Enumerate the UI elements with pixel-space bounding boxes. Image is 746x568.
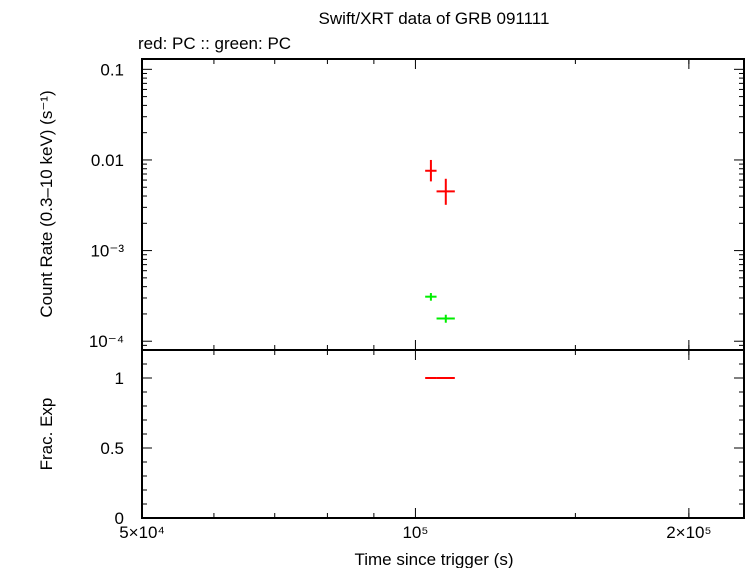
x-tick-label: 5×10⁴ [119,523,165,542]
fractional-exposure-y-axis-label: Frac. Exp [37,398,56,471]
chart-title: Swift/XRT data of GRB 091111 [319,9,550,28]
count-rate-point [436,314,455,323]
x-tick-label: 2×10⁵ [666,523,711,542]
frac-exp-y-tick-label: 1 [115,369,124,388]
count-rate-y-tick-label: 0.1 [100,60,124,79]
count-rate-y-tick-label: 10⁻³ [90,242,124,261]
fractional-exposure-panel-frame [141,349,745,519]
count-rate-y-axis-label: Count Rate (0.3–10 keV) (s⁻¹) [37,90,56,317]
fractional-exposure-y-ticks: 10.50 [100,363,744,528]
count-rate-data [425,159,455,323]
chart-subtitle: red: PC :: green: PC [138,34,291,53]
count-rate-y-tick-label: 0.01 [91,151,124,170]
count-rate-y-ticks: 0.1 0.01 10⁻³ 10⁻⁴ [89,60,744,351]
x-tick-label: 10⁵ [402,523,428,542]
fractional-exposure-panel: 10.50 5×10⁴ 10⁵ 2×10⁵ Frac. Exp Time since… [37,349,745,568]
count-rate-x-ticks [141,59,690,350]
x-axis-label: Time since trigger (s) [354,550,513,568]
count-rate-y-tick-label: 10⁻⁴ [89,332,124,351]
count-rate-panel-frame [141,58,745,351]
count-rate-point [425,159,437,182]
count-rate-point [425,293,437,301]
frac-exp-y-tick-label: 0.5 [100,439,124,458]
fractional-exposure-x-ticks: 5×10⁴ 10⁵ 2×10⁵ [119,350,712,542]
count-rate-point [436,178,455,205]
count-rate-panel: 0.1 0.01 10⁻³ 10⁻⁴ Count Rate (0.3–10 keV) … [37,58,745,351]
frac-exp-y-tick-label: 0 [115,509,124,528]
